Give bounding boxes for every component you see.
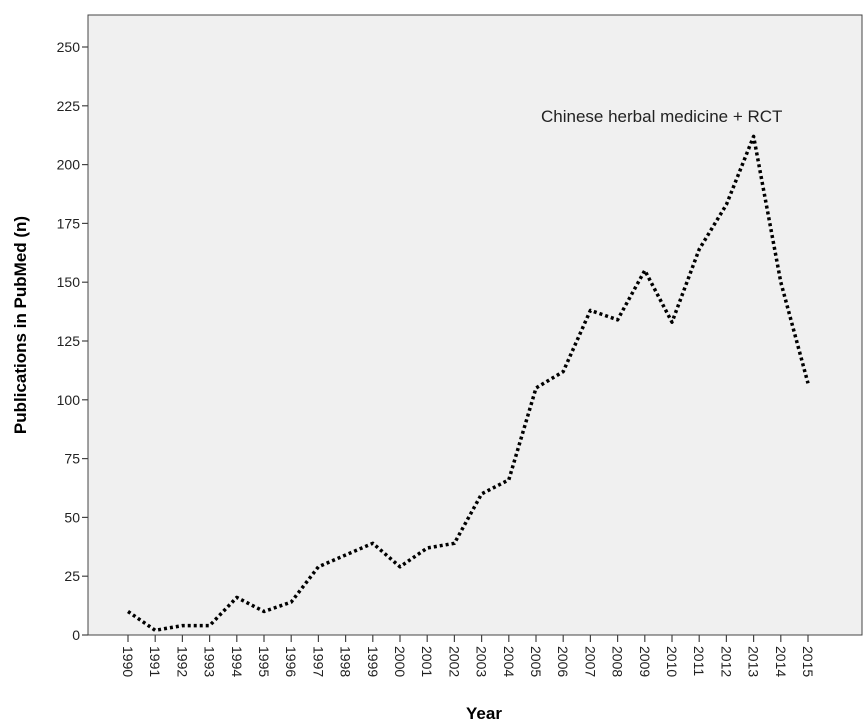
chart-annotation: Chinese herbal medicine + RCT (541, 107, 782, 126)
data-point (317, 565, 320, 568)
data-point (480, 492, 483, 495)
data-point (589, 309, 592, 312)
x-tick-label: 1995 (256, 646, 272, 677)
data-point (154, 629, 157, 632)
data-point (562, 370, 565, 373)
x-tick-label: 2009 (637, 646, 653, 677)
data-point (671, 321, 674, 324)
x-axis-title: Year (466, 704, 502, 722)
x-tick-label: 1992 (174, 646, 190, 677)
y-tick-label: 200 (57, 157, 81, 173)
data-point (208, 624, 211, 627)
x-tick-label: 2004 (501, 646, 517, 677)
data-point (807, 382, 810, 385)
data-point (725, 203, 728, 206)
data-point (779, 281, 782, 284)
y-tick-label: 25 (64, 568, 80, 584)
data-point (426, 546, 429, 549)
data-point (535, 387, 538, 390)
data-point (698, 248, 701, 251)
y-tick-label: 100 (57, 392, 81, 408)
data-point (181, 624, 184, 627)
y-axis-title: Publications in PubMed (n) (11, 216, 30, 434)
x-tick-label: 1993 (202, 646, 218, 677)
x-tick-label: 1994 (229, 646, 245, 677)
x-tick-label: 1999 (365, 646, 381, 677)
data-point (263, 610, 266, 613)
x-tick-label: 2013 (746, 646, 762, 677)
y-tick-label: 50 (64, 509, 80, 525)
x-tick-label: 2007 (582, 646, 598, 677)
data-point (235, 596, 238, 599)
y-tick-label: 250 (57, 39, 81, 55)
x-tick-label: 1996 (283, 646, 299, 677)
x-tick-label: 2008 (610, 646, 626, 677)
y-tick-label: 125 (57, 333, 81, 349)
y-tick-label: 0 (72, 627, 80, 643)
x-tick-label: 2012 (718, 646, 734, 677)
plot-area (87, 14, 863, 636)
x-tick-label: 1997 (310, 646, 326, 677)
data-point (453, 542, 456, 545)
x-tick-label: 2010 (664, 646, 680, 677)
x-tick-label: 2011 (691, 646, 707, 676)
data-point (371, 542, 374, 545)
x-tick-label: 2002 (446, 646, 462, 677)
series-line (127, 134, 810, 633)
x-tick-label: 2006 (555, 646, 571, 677)
x-tick-label: 1990 (120, 646, 136, 677)
x-tick-label: 2015 (800, 646, 816, 677)
data-point (616, 318, 619, 321)
y-axis: 0 25 50 75 100 125 150 175 200 225 250 (57, 39, 88, 643)
y-tick-label: 175 (57, 215, 81, 231)
x-tick-label: 2000 (392, 646, 408, 677)
x-tick-label: 2001 (419, 646, 435, 677)
x-tick-label: 1991 (147, 646, 163, 677)
data-point (752, 135, 755, 138)
x-tick-label: 2014 (773, 646, 789, 677)
x-tick-label: 2003 (474, 646, 490, 677)
y-tick-label: 225 (57, 98, 81, 114)
data-point (290, 601, 293, 604)
x-tick-label: 1998 (338, 646, 354, 677)
data-point (643, 269, 646, 272)
y-tick-label: 75 (64, 451, 80, 467)
data-point (507, 478, 510, 481)
x-tick-label: 2005 (528, 646, 544, 677)
data-point (399, 565, 402, 568)
data-point (127, 610, 130, 613)
y-tick-label: 150 (57, 274, 81, 290)
x-axis: 1990 1991 1992 1993 1994 1995 1996 1997 1998 1999… (120, 635, 816, 677)
data-point (344, 554, 347, 557)
